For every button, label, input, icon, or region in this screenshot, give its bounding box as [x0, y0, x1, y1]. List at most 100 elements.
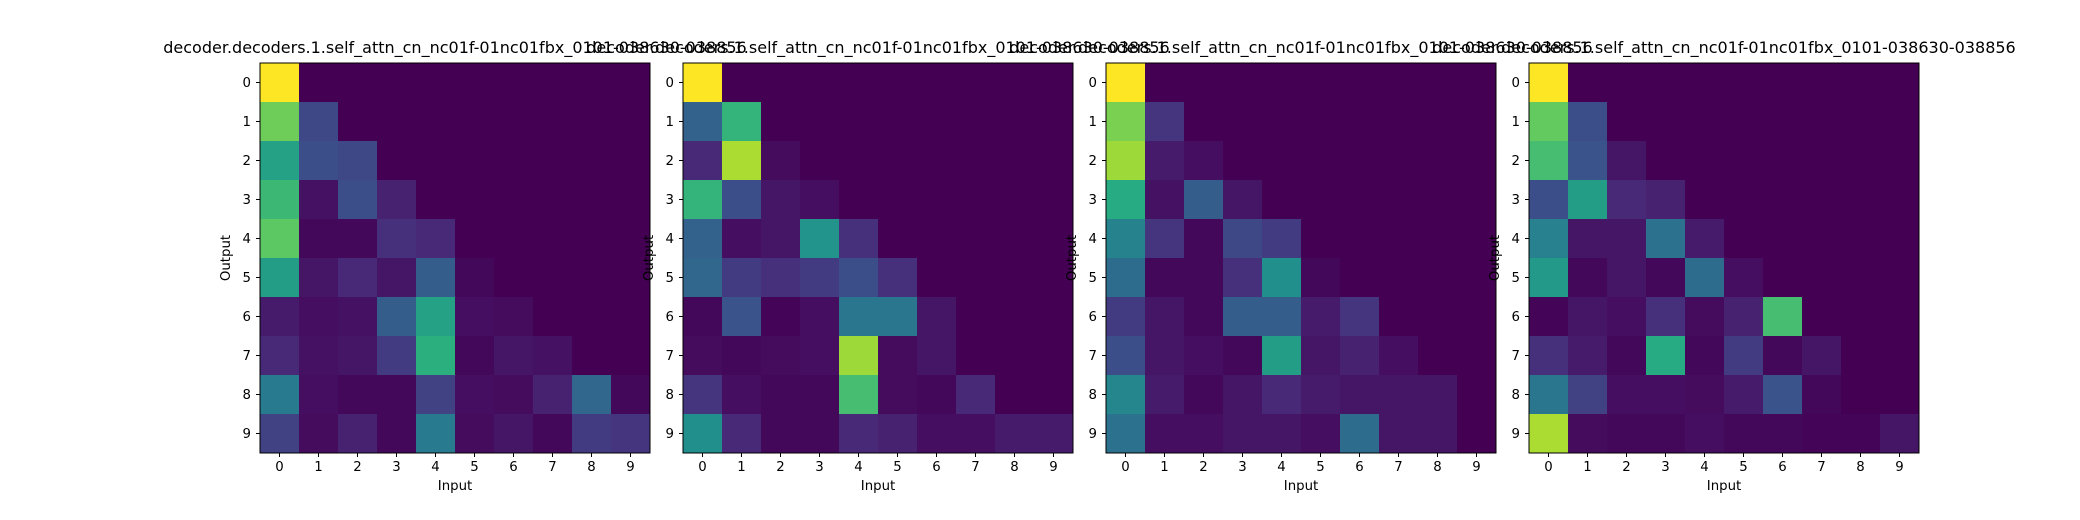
heatmap-cell-r0-c4	[1262, 63, 1302, 103]
heatmap-cell-r3-c5	[455, 180, 495, 220]
x-tick-label: 3	[1238, 460, 1246, 475]
heatmap-cell-r3-c2	[1607, 180, 1647, 220]
x-tick-label: 7	[548, 460, 556, 475]
heatmap-cell-r4-c3	[1223, 219, 1263, 259]
heatmap-cell-r4-c2	[338, 219, 378, 259]
x-tick-label: 3	[1661, 460, 1669, 475]
heatmap-cell-r8-c3	[800, 375, 840, 415]
heatmap-cell-r8-c0	[683, 375, 723, 415]
y-tick-label: 5	[1512, 271, 1520, 286]
heatmap-cell-r0-c3	[377, 63, 417, 103]
y-tick-label: 8	[1089, 388, 1097, 403]
heatmap-cell-r3-c5	[1301, 180, 1341, 220]
heatmap-cell-r4-c8	[995, 219, 1035, 259]
heatmap-cell-r1-c1	[299, 102, 339, 142]
heatmap-cell-r7-c0	[260, 336, 300, 376]
heatmap-cell-r9-c9	[1034, 414, 1074, 454]
heatmap-cell-r2-c3	[1646, 141, 1686, 181]
heatmap-cell-r7-c0	[683, 336, 723, 376]
heatmap-cell-r0-c0	[1529, 63, 1569, 103]
heatmap-cell-r1-c4	[416, 102, 456, 142]
heatmap-panel-3: decoder.decoders.1.self_attn_cn_nc01f-01…	[1009, 38, 1592, 494]
plot-frame	[682, 62, 1074, 454]
heatmap-cell-r5-c0	[683, 258, 723, 298]
heatmap-cell-r7-c9	[611, 336, 651, 376]
heatmap-cell-r5-c4	[1685, 258, 1725, 298]
y-tick-label: 7	[1089, 349, 1097, 364]
heatmap-cell-r0-c5	[455, 63, 495, 103]
heatmap-cell-r7-c4	[839, 336, 879, 376]
heatmap-cell-r3-c9	[1880, 180, 1920, 220]
heatmap-cell-r8-c5	[1301, 375, 1341, 415]
y-tick-label: 2	[1512, 154, 1520, 169]
heatmap-cell-r2-c8	[1841, 141, 1881, 181]
heatmap-cell-r4-c7	[956, 219, 996, 259]
heatmap-cell-r9-c3	[1646, 414, 1686, 454]
heatmap-cell-r0-c9	[611, 63, 651, 103]
heatmap-panel-2: decoder.decoders.1.self_attn_cn_nc01f-01…	[586, 38, 1169, 494]
heatmap-cell-r5-c8	[995, 258, 1035, 298]
heatmap-cell-r3-c2	[1184, 180, 1224, 220]
heatmap-cell-r1-c7	[956, 102, 996, 142]
x-tick-label: 3	[392, 460, 400, 475]
heatmap-cell-r5-c8	[1418, 258, 1458, 298]
x-axis-label: Input	[1707, 479, 1741, 494]
heatmap-cell-r5-c2	[761, 258, 801, 298]
heatmap-cell-r3-c6	[917, 180, 957, 220]
heatmap-cell-r6-c5	[1301, 297, 1341, 337]
heatmap-cell-r6-c9	[1457, 297, 1497, 337]
heatmap-cell-r9-c2	[1607, 414, 1647, 454]
heatmap-cell-r7-c7	[1379, 336, 1419, 376]
heatmap-cell-r9-c0	[1106, 414, 1146, 454]
heatmap-cell-r8-c4	[416, 375, 456, 415]
y-axis-label: Output	[1065, 235, 1080, 281]
heatmap-cell-r4-c0	[1529, 219, 1569, 259]
heatmap-cell-r4-c7	[1379, 219, 1419, 259]
heatmap-cell-r4-c3	[377, 219, 417, 259]
heatmap-cell-r5-c4	[839, 258, 879, 298]
heatmap-cell-r9-c5	[1724, 414, 1764, 454]
heatmap-cell-r3-c0	[1106, 180, 1146, 220]
heatmap-cell-r2-c7	[1379, 141, 1419, 181]
heatmap-cell-r8-c6	[917, 375, 957, 415]
heatmap-cell-r2-c9	[1457, 141, 1497, 181]
heatmap-cell-r8-c7	[956, 375, 996, 415]
y-tick-label: 3	[666, 193, 674, 208]
heatmap-cell-r4-c5	[1724, 219, 1764, 259]
heatmap-cell-r5-c1	[1568, 258, 1608, 298]
heatmap-cell-r7-c9	[1880, 336, 1920, 376]
heatmap-cell-r4-c9	[1880, 219, 1920, 259]
heatmap-cell-r6-c2	[338, 297, 378, 337]
x-tick-label: 7	[1394, 460, 1402, 475]
heatmap-cell-r2-c6	[917, 141, 957, 181]
heatmap-cell-r0-c1	[1145, 63, 1185, 103]
heatmap-cell-r9-c7	[956, 414, 996, 454]
heatmap-cell-r5-c8	[572, 258, 612, 298]
x-tick-label: 9	[1472, 460, 1480, 475]
heatmap-cell-r5-c7	[956, 258, 996, 298]
heatmap-cell-r4-c1	[722, 219, 762, 259]
heatmap-cell-r4-c1	[1568, 219, 1608, 259]
x-tick-label: 6	[932, 460, 940, 475]
heatmap-cell-r1-c5	[455, 102, 495, 142]
heatmap-cell-r1-c6	[917, 102, 957, 142]
heatmap-cell-r7-c6	[1340, 336, 1380, 376]
heatmap-cell-r5-c4	[1262, 258, 1302, 298]
y-axis-label: Output	[642, 235, 657, 281]
heatmap-cell-r7-c1	[299, 336, 339, 376]
heatmap-cell-r1-c8	[1418, 102, 1458, 142]
heatmap-cell-r8-c9	[1034, 375, 1074, 415]
heatmap-cell-r3-c8	[1418, 180, 1458, 220]
heatmap-cell-r5-c4	[416, 258, 456, 298]
heatmap-cell-r9-c6	[1340, 414, 1380, 454]
x-tick-label: 5	[893, 460, 901, 475]
heatmap-cell-r6-c3	[377, 297, 417, 337]
heatmap-cell-r7-c3	[800, 336, 840, 376]
heatmap-cell-r5-c7	[1379, 258, 1419, 298]
heatmap-cell-r4-c5	[878, 219, 918, 259]
heatmap-cell-r2-c6	[1340, 141, 1380, 181]
heatmap-cell-r5-c7	[1802, 258, 1842, 298]
x-tick-label: 2	[353, 460, 361, 475]
heatmap-cell-r6-c8	[572, 297, 612, 337]
heatmap-cell-r0-c6	[1340, 63, 1380, 103]
